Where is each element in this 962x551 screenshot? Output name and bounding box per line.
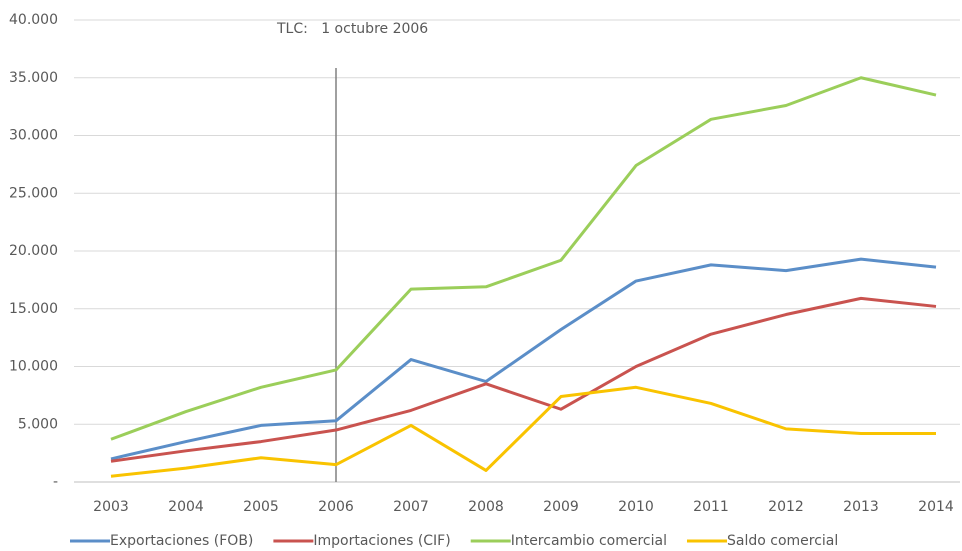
x-tick-label: 2012 [768,499,804,515]
y-tick-label: 15.000 [9,301,58,317]
y-tick-label: 40.000 [9,12,58,28]
y-tick-label: 10.000 [9,359,58,375]
x-tick-label: 2009 [543,499,579,515]
series-line [110,257,937,461]
legend-label: Intercambio comercial [511,533,667,549]
x-tick-label: 2011 [693,499,729,515]
series-line [110,76,937,441]
x-tick-label: 2008 [468,499,504,515]
annotation-text: TLC: 1 octubre 2006 [276,21,428,37]
legend-label: Saldo comercial [727,533,838,549]
x-tick-label: 2013 [843,499,879,515]
series-line [110,385,936,478]
x-tick-label: 2014 [918,499,954,515]
series-line [110,296,937,463]
legend-label: Importaciones (CIF) [313,533,450,549]
x-tick-label: 2007 [393,499,429,515]
legend-label: Exportaciones (FOB) [110,533,253,549]
x-tick-label: 2003 [93,499,129,515]
x-tick-label: 2005 [243,499,279,515]
y-tick-label: 30.000 [9,128,58,144]
y-tick-label: 35.000 [9,70,58,86]
y-tick-label: - [53,474,58,490]
x-tick-label: 2010 [618,499,654,515]
y-tick-label: 25.000 [9,185,58,201]
y-tick-label: 20.000 [9,243,58,259]
x-tick-label: 2006 [318,499,354,515]
y-tick-label: 5.000 [18,416,58,432]
x-tick-label: 2004 [168,499,204,515]
